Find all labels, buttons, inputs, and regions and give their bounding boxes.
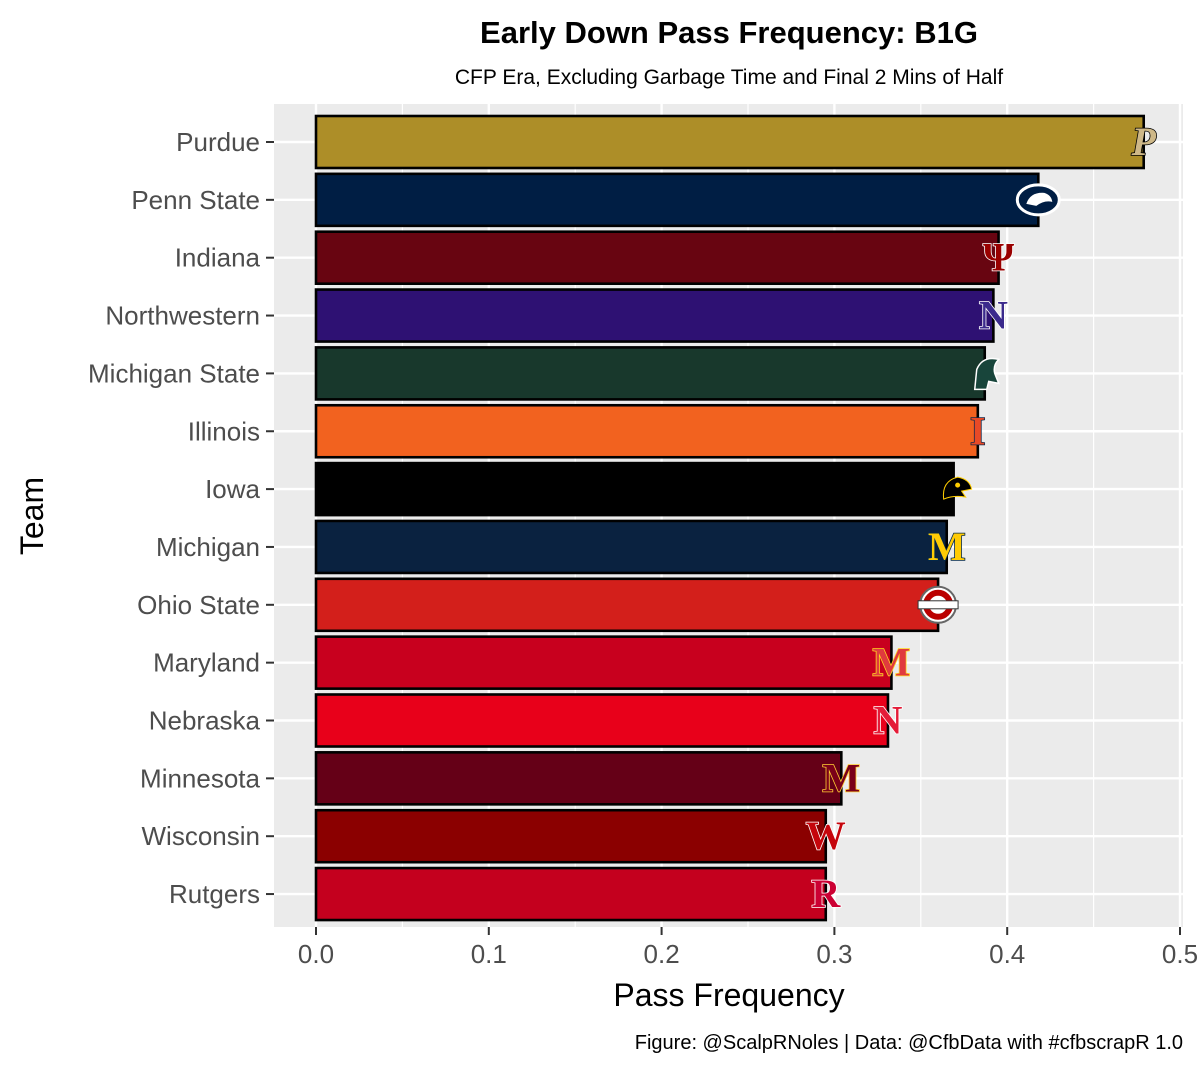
x-axis-ticks: 0.0 0.1 0.2 0.3 0.4 0.5	[298, 927, 1198, 969]
ohio-state-logo-icon	[917, 585, 959, 624]
y-tick-label: Penn State	[131, 185, 260, 215]
x-tick-label: 0.4	[989, 939, 1025, 969]
bars	[314, 114, 1146, 922]
y-tick-label: Michigan	[156, 532, 260, 562]
bar-maryland	[314, 635, 893, 690]
y-tick-label: Ohio State	[137, 590, 260, 620]
y-tick-label: Northwestern	[105, 301, 260, 331]
bar-indiana	[314, 230, 1000, 285]
y-axis-ticks: Purdue Penn State Indiana Northwestern Michi…	[88, 127, 274, 909]
maryland-m-logo-icon: M	[872, 639, 911, 686]
x-tick-label: 0.1	[471, 939, 507, 969]
y-tick-label: Indiana	[175, 243, 261, 273]
svg-text:Ψ: Ψ	[983, 235, 1015, 280]
chart-caption: Figure: @ScalpRNoles | Data: @CfbData wi…	[635, 1032, 1183, 1054]
x-axis-title: Pass Frequency	[613, 977, 844, 1013]
bar-penn-state	[314, 172, 1040, 228]
bar-michigan-state	[314, 346, 987, 401]
minnesota-m-logo-icon: M	[822, 755, 861, 802]
hawkeye-logo-icon	[942, 476, 973, 500]
rutgers-r-logo-icon: R	[811, 870, 843, 917]
svg-text:N: N	[979, 293, 1008, 338]
y-axis-title: Team	[14, 477, 50, 555]
y-tick-label: Purdue	[176, 127, 260, 157]
spartan-helmet-logo-icon	[973, 357, 1001, 391]
svg-text:I: I	[970, 408, 986, 453]
y-tick-label: Illinois	[188, 416, 260, 446]
bar-purdue	[314, 114, 1146, 170]
chart-title: Early Down Pass Frequency: B1G	[480, 15, 978, 50]
michigan-block-m-logo-icon: M	[927, 523, 966, 570]
y-tick-label: Maryland	[153, 648, 260, 678]
bar-northwestern	[314, 288, 995, 343]
bar-rutgers	[314, 866, 828, 922]
bar-wisconsin	[314, 808, 828, 864]
nittany-lion-logo-icon	[1015, 183, 1061, 217]
bar-nebraska	[314, 693, 890, 748]
purdue-logo-icon: P	[1130, 118, 1158, 165]
bar-ohio-state	[314, 577, 940, 633]
chart-subtitle: CFP Era, Excluding Garbage Time and Fina…	[455, 66, 1003, 89]
svg-text:N: N	[874, 698, 903, 743]
y-tick-label: Rutgers	[169, 879, 260, 909]
y-tick-label: Nebraska	[149, 706, 261, 736]
bar-minnesota	[314, 751, 843, 806]
bar-iowa	[314, 461, 955, 517]
bar-illinois	[314, 403, 980, 459]
svg-text:M: M	[928, 524, 966, 569]
y-tick-label: Wisconsin	[142, 821, 260, 851]
illinois-block-i-logo-icon: I	[969, 407, 986, 454]
y-tick-label: Minnesota	[140, 763, 260, 793]
bar-michigan	[314, 519, 949, 575]
x-tick-label: 0.3	[816, 939, 852, 969]
svg-text:R: R	[811, 871, 841, 916]
y-tick-label: Iowa	[205, 474, 260, 504]
x-tick-label: 0.2	[644, 939, 680, 969]
indiana-trident-logo-icon: Ψ	[982, 234, 1016, 281]
svg-text:W: W	[806, 813, 846, 858]
x-tick-label: 0.0	[298, 939, 334, 969]
nebraska-n-logo-icon: N	[873, 697, 904, 744]
northwestern-n-logo-icon: N	[978, 292, 1009, 339]
svg-text:M: M	[822, 755, 860, 800]
svg-text:P: P	[1130, 119, 1156, 164]
x-tick-label: 0.5	[1162, 939, 1198, 969]
svg-text:M: M	[873, 640, 911, 685]
wisconsin-w-logo-icon: W	[805, 812, 847, 859]
y-tick-label: Michigan State	[88, 358, 260, 388]
